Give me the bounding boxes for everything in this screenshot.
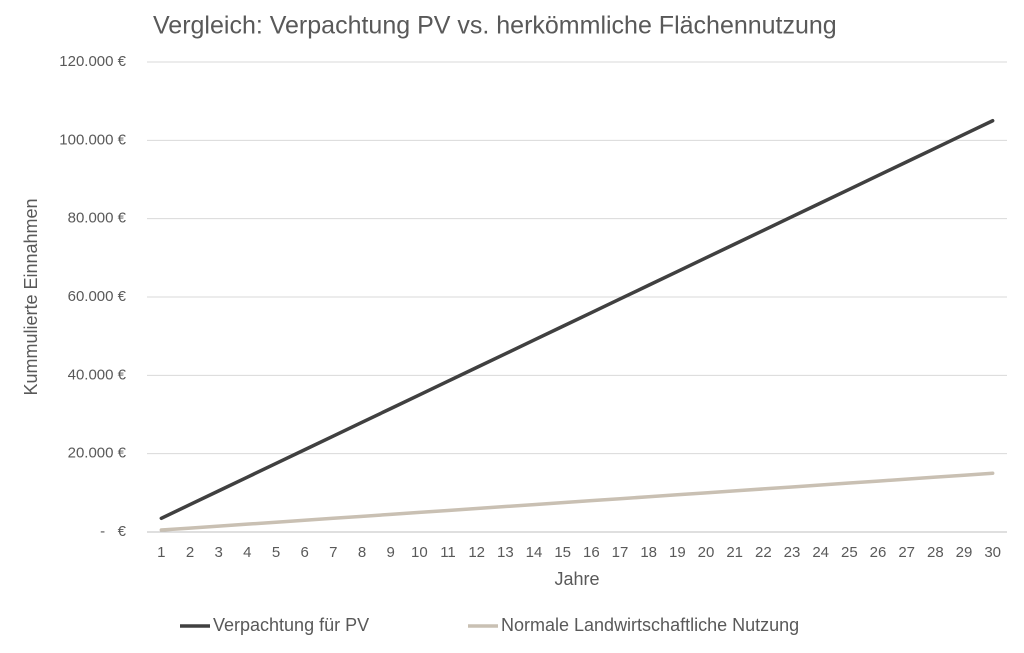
x-tick-label: 16: [583, 544, 600, 561]
x-tick-label: 1: [157, 544, 165, 561]
x-tick-label: 21: [726, 544, 743, 561]
y-tick-label: 40.000 €: [68, 366, 127, 383]
y-tick-label: 60.000 €: [68, 288, 127, 305]
x-tick-label: 8: [358, 544, 366, 561]
x-tick-label: 30: [984, 544, 1001, 561]
x-tick-label: 10: [411, 544, 428, 561]
x-tick-label: 18: [640, 544, 657, 561]
x-tick-label: 28: [927, 544, 944, 561]
x-tick-label: 23: [784, 544, 801, 561]
x-tick-label: 6: [300, 544, 308, 561]
x-tick-label: 3: [214, 544, 222, 561]
x-tick-label: 15: [554, 544, 571, 561]
x-tick-label: 29: [956, 544, 973, 561]
x-tick-label: 22: [755, 544, 772, 561]
y-axis-title: Kummulierte Einnahmen: [21, 198, 41, 395]
y-tick-label: 20.000 €: [68, 445, 127, 462]
x-tick-label: 9: [386, 544, 394, 561]
x-tick-label: 12: [468, 544, 485, 561]
x-tick-label: 14: [526, 544, 543, 561]
x-tick-label: 25: [841, 544, 858, 561]
x-tick-label: 4: [243, 544, 251, 561]
x-tick-label: 27: [898, 544, 915, 561]
x-tick-label: 17: [612, 544, 629, 561]
y-tick-label: 80.000 €: [68, 210, 127, 227]
x-tick-label: 19: [669, 544, 686, 561]
chart-title: Vergleich: Verpachtung PV vs. herkömmlic…: [153, 12, 837, 40]
x-tick-label: 2: [186, 544, 194, 561]
x-axis-title: Jahre: [554, 569, 599, 589]
legend-text: Verpachtung für PV: [213, 615, 369, 635]
y-tick-label: - €: [100, 523, 126, 540]
x-tick-label: 7: [329, 544, 337, 561]
x-tick-label: 11: [440, 544, 456, 561]
y-tick-label: 120.000 €: [59, 53, 126, 70]
legend-text: Normale Landwirtschaftliche Nutzung: [501, 615, 799, 635]
series-line: [159, 119, 995, 521]
x-tick-label: 20: [698, 544, 715, 561]
x-tick-label: 13: [497, 544, 514, 561]
series-line: [159, 471, 995, 532]
x-tick-label: 24: [812, 544, 829, 561]
y-tick-label: 100.000 €: [59, 131, 126, 148]
x-tick-label: 26: [870, 544, 887, 561]
x-tick-label: 5: [272, 544, 280, 561]
